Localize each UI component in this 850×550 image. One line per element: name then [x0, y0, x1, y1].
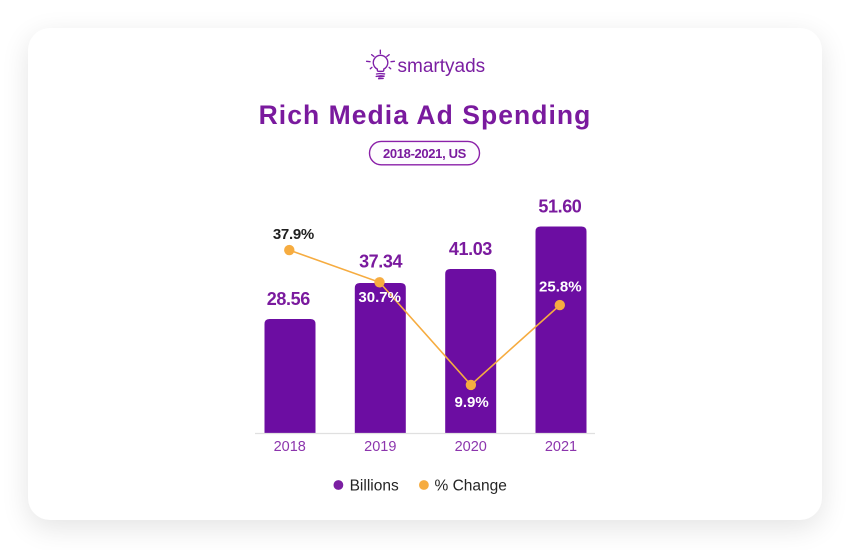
svg-text:51.60: 51.60 [538, 196, 581, 216]
svg-text:Rich Media Ad Spending: Rich Media Ad Spending [259, 100, 592, 130]
svg-text:2018-2021, US: 2018-2021, US [383, 146, 467, 161]
svg-text:25.8%: 25.8% [539, 279, 582, 296]
svg-text:% Change: % Change [435, 478, 507, 495]
svg-text:37.34: 37.34 [359, 251, 402, 271]
svg-text:28.56: 28.56 [267, 289, 310, 309]
svg-text:41.03: 41.03 [449, 239, 492, 259]
svg-text:2020: 2020 [455, 439, 487, 455]
svg-text:2019: 2019 [364, 439, 396, 455]
svg-text:9.9%: 9.9% [454, 394, 488, 411]
svg-text:smartyads: smartyads [398, 56, 486, 77]
svg-text:30.7%: 30.7% [358, 289, 401, 306]
svg-text:37.9%: 37.9% [273, 226, 314, 243]
svg-text:2021: 2021 [545, 439, 577, 455]
svg-text:2018: 2018 [274, 439, 306, 455]
svg-text:Billions: Billions [350, 478, 399, 495]
